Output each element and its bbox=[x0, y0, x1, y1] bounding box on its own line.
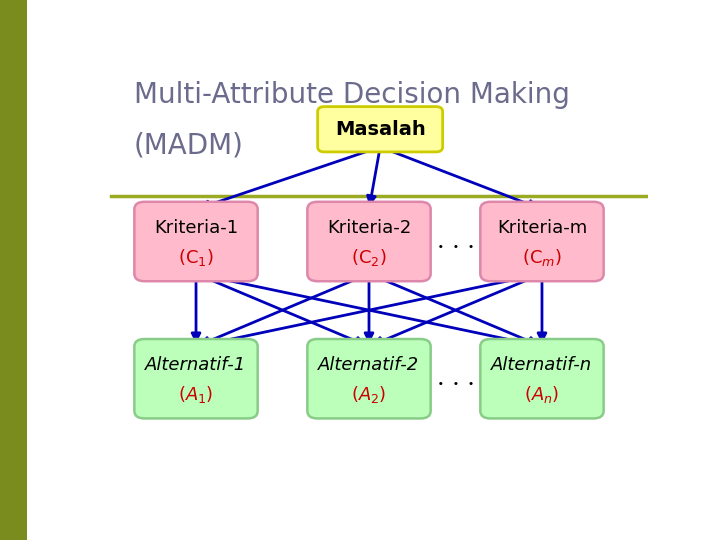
Text: Multi-Attribute Decision Making: Multi-Attribute Decision Making bbox=[133, 82, 570, 110]
Text: (C$_{2}$): (C$_{2}$) bbox=[351, 247, 387, 268]
Text: Kriteria-m: Kriteria-m bbox=[497, 219, 587, 237]
Text: (C$_{1}$): (C$_{1}$) bbox=[178, 247, 214, 268]
Text: $\mathit{(A}_{n}$): $\mathit{(A}_{n}$) bbox=[524, 384, 559, 405]
Text: . . .: . . . bbox=[436, 367, 474, 390]
FancyBboxPatch shape bbox=[480, 339, 603, 418]
Text: Masalah: Masalah bbox=[335, 120, 426, 139]
FancyBboxPatch shape bbox=[135, 339, 258, 418]
Text: Alternatif-1: Alternatif-1 bbox=[145, 356, 247, 374]
FancyBboxPatch shape bbox=[480, 202, 603, 281]
FancyBboxPatch shape bbox=[307, 339, 431, 418]
Text: (C$_{m}$): (C$_{m}$) bbox=[522, 247, 562, 268]
Text: (MADM): (MADM) bbox=[133, 131, 243, 159]
Text: Alternatif-2: Alternatif-2 bbox=[318, 356, 420, 374]
Text: $\mathit{(A}_{2}$): $\mathit{(A}_{2}$) bbox=[351, 384, 387, 405]
Text: Kriteria-1: Kriteria-1 bbox=[154, 219, 238, 237]
FancyBboxPatch shape bbox=[318, 106, 443, 152]
Text: Alternatif-n: Alternatif-n bbox=[492, 356, 593, 374]
Text: . . .: . . . bbox=[436, 230, 474, 253]
FancyBboxPatch shape bbox=[307, 202, 431, 281]
FancyBboxPatch shape bbox=[135, 202, 258, 281]
Text: Kriteria-2: Kriteria-2 bbox=[327, 219, 411, 237]
Text: $\mathit{(A}_{1}$): $\mathit{(A}_{1}$) bbox=[179, 384, 214, 405]
